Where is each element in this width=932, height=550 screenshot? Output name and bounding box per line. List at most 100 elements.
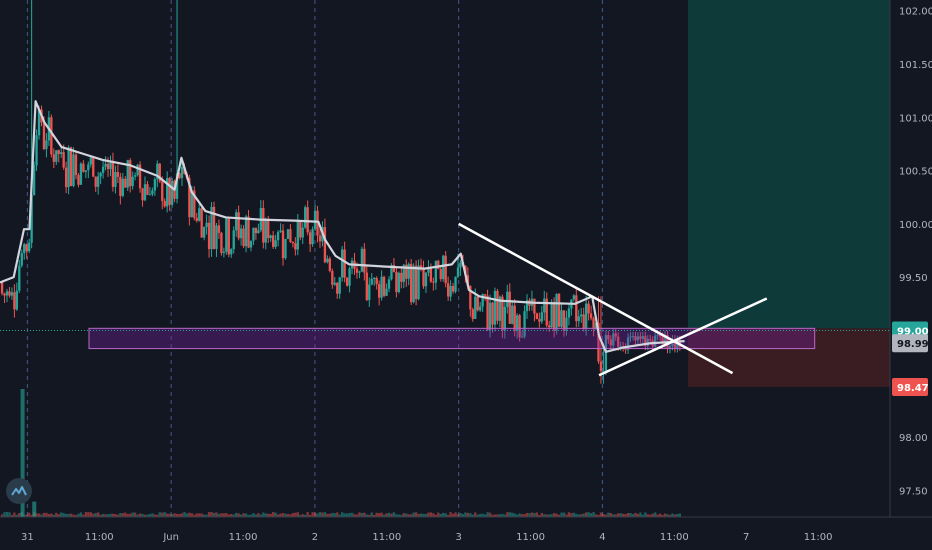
volume-bar <box>237 513 240 517</box>
volume-bar <box>483 514 487 517</box>
y-tick-label: 102.00 <box>899 7 932 18</box>
candle-body <box>5 291 9 296</box>
tradingview-logo-icon[interactable] <box>6 478 32 504</box>
candle-body <box>291 241 295 244</box>
candle-body <box>101 166 105 173</box>
volume-bar <box>525 512 529 517</box>
candle-body <box>419 265 423 268</box>
volume-bar <box>658 513 662 517</box>
candle-body <box>548 325 551 328</box>
volume-bar <box>163 512 166 517</box>
volume-bar <box>434 514 437 517</box>
target-zone <box>688 0 890 329</box>
candle-body <box>116 172 120 177</box>
volume-bar <box>678 513 681 517</box>
volume-bar <box>247 514 250 517</box>
volume-bar <box>215 512 218 517</box>
candle-body <box>397 272 401 293</box>
candle-body <box>513 305 516 331</box>
candle-body <box>3 293 6 296</box>
volume-bar <box>511 512 514 517</box>
candle-body <box>235 212 238 231</box>
candle-body <box>639 336 642 339</box>
candle-body <box>658 334 662 337</box>
volume-bar <box>577 514 580 517</box>
volume-bar <box>382 514 386 517</box>
volume-bar <box>666 514 669 517</box>
candle-body <box>523 311 526 337</box>
candle-body <box>488 302 492 331</box>
candle-body <box>375 277 378 285</box>
candle-body <box>308 232 312 245</box>
volume-bar <box>543 514 546 517</box>
candle-body <box>560 310 563 327</box>
volume-bar <box>466 512 470 517</box>
candle-body <box>437 260 440 270</box>
volume-bar <box>365 514 368 517</box>
volume-bar <box>464 512 467 517</box>
volume-bar <box>565 514 568 517</box>
candle-body <box>380 276 383 298</box>
volume-bar <box>291 513 295 517</box>
volume-bar <box>116 514 120 517</box>
candle-body <box>587 303 590 314</box>
volume-bar <box>200 513 203 517</box>
volume-bar <box>649 514 652 517</box>
candle-body <box>646 339 649 346</box>
volume-bar <box>619 513 622 517</box>
volume-bar <box>626 512 630 517</box>
volume-bar <box>557 514 561 517</box>
volume-bar <box>607 512 610 517</box>
stop-zone <box>688 328 890 387</box>
candle-body <box>355 268 359 273</box>
volume-bar <box>193 514 196 517</box>
candle-body <box>582 314 585 330</box>
candle-body <box>572 295 576 300</box>
candle-body <box>313 210 317 230</box>
volume-bar <box>202 514 206 517</box>
volume-bar <box>296 512 299 517</box>
candle-body <box>661 336 664 345</box>
candle-body <box>205 222 208 228</box>
candle-body <box>471 309 474 319</box>
volume-bar <box>552 513 556 517</box>
volume-bar <box>644 512 647 517</box>
candle-body <box>306 207 309 233</box>
volume-bar <box>99 514 102 517</box>
candle-body <box>575 295 578 322</box>
candle-body <box>257 230 260 234</box>
volume-bar <box>417 513 420 517</box>
volume-bar <box>326 513 329 517</box>
volume-bar <box>360 513 364 517</box>
x-tick-label: 7 <box>743 532 749 543</box>
volume-bar <box>131 512 134 517</box>
candle-body <box>269 235 272 239</box>
candle-body <box>619 346 622 348</box>
candle-body <box>97 176 100 187</box>
volume-bar <box>109 513 112 517</box>
candle-body <box>225 218 228 252</box>
volume-bar <box>222 513 226 517</box>
candle-body <box>136 164 139 176</box>
candle-body <box>227 218 230 255</box>
candle-body <box>533 298 536 314</box>
candle-body <box>148 194 152 196</box>
volume-bar <box>508 512 511 517</box>
candle-body <box>274 240 277 247</box>
candle-body <box>503 307 506 331</box>
volume-bar <box>195 513 198 517</box>
volume-bar <box>138 513 142 517</box>
candle-body <box>636 336 640 341</box>
candle-body <box>400 272 403 282</box>
volume-bar <box>84 512 88 517</box>
vwap-line <box>0 100 685 353</box>
x-tick-label: 3 <box>456 532 462 543</box>
candle-body <box>64 167 68 188</box>
x-tick-label: Jun <box>162 532 179 543</box>
volume-bar <box>570 513 573 517</box>
candle-body <box>405 264 408 279</box>
volume-bar <box>161 512 164 517</box>
candle-body <box>82 163 85 172</box>
candle-body <box>299 221 302 238</box>
